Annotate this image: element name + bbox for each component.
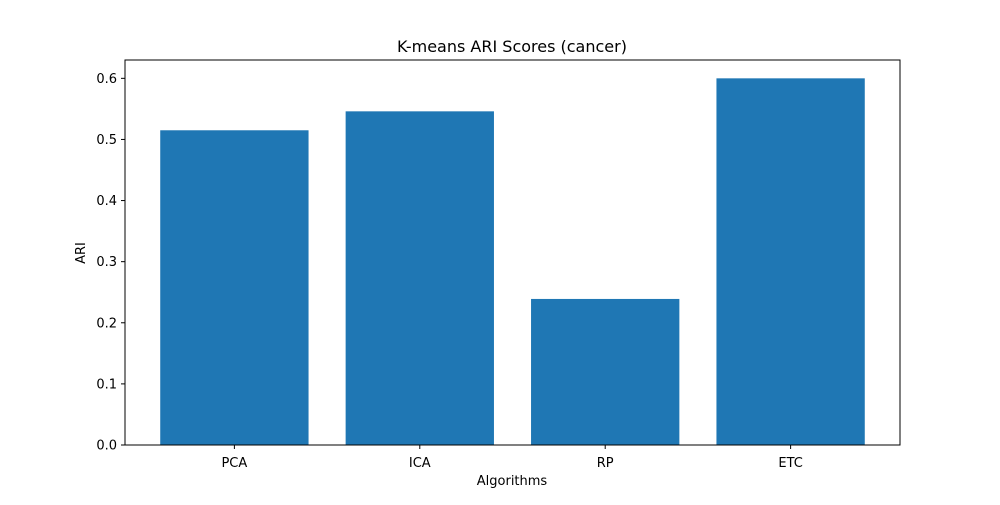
y-axis-label: ARI <box>74 242 89 264</box>
x-axis-label: Algorithms <box>477 474 548 489</box>
y-tick-label: 0.2 <box>96 316 117 331</box>
y-tick-label: 0.3 <box>96 255 117 270</box>
bar-ica <box>345 111 494 445</box>
bar-etc <box>716 78 865 445</box>
x-tick-label: ICA <box>409 456 431 471</box>
y-tick-label: 0.4 <box>96 194 117 209</box>
bar-pca <box>160 130 309 445</box>
bars-group <box>160 78 865 445</box>
bar-rp <box>531 298 680 445</box>
chart-title: K-means ARI Scores (cancer) <box>397 37 627 56</box>
x-tick-label: RP <box>597 456 614 471</box>
y-tick-label: 0.1 <box>96 377 117 392</box>
x-tick-label: ETC <box>778 456 802 471</box>
x-tick-label: PCA <box>221 456 247 471</box>
y-tick-label: 0.5 <box>96 133 117 148</box>
x-axis: PCA ICA RP ETC <box>221 445 803 471</box>
y-axis: 0.0 0.1 0.2 0.3 0.4 0.5 0.6 <box>96 72 125 454</box>
plot-frame <box>124 59 901 446</box>
y-tick-label: 0.6 <box>96 72 117 87</box>
y-tick-label: 0.0 <box>96 439 117 454</box>
